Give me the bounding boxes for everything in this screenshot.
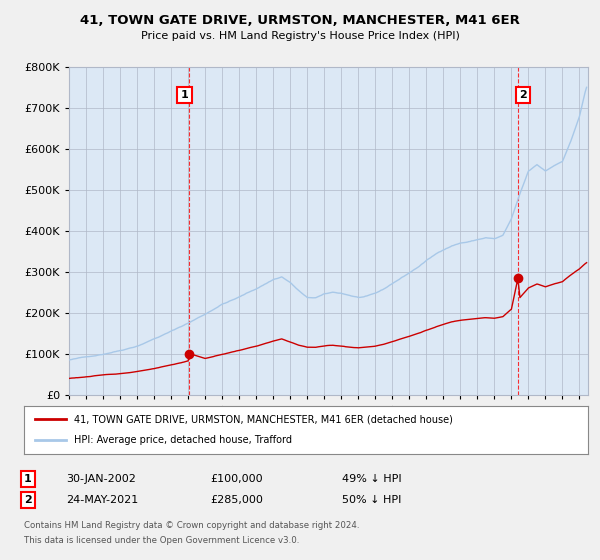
Text: 50% ↓ HPI: 50% ↓ HPI bbox=[342, 495, 401, 505]
Text: £100,000: £100,000 bbox=[210, 474, 263, 484]
Text: 30-JAN-2002: 30-JAN-2002 bbox=[66, 474, 136, 484]
Text: 2: 2 bbox=[519, 90, 527, 100]
Text: This data is licensed under the Open Government Licence v3.0.: This data is licensed under the Open Gov… bbox=[24, 536, 299, 545]
Text: 41, TOWN GATE DRIVE, URMSTON, MANCHESTER, M41 6ER (detached house): 41, TOWN GATE DRIVE, URMSTON, MANCHESTER… bbox=[74, 414, 452, 424]
Text: 2: 2 bbox=[24, 495, 32, 505]
Text: £285,000: £285,000 bbox=[210, 495, 263, 505]
Text: HPI: Average price, detached house, Trafford: HPI: Average price, detached house, Traf… bbox=[74, 435, 292, 445]
Text: Price paid vs. HM Land Registry's House Price Index (HPI): Price paid vs. HM Land Registry's House … bbox=[140, 31, 460, 41]
Text: 41, TOWN GATE DRIVE, URMSTON, MANCHESTER, M41 6ER: 41, TOWN GATE DRIVE, URMSTON, MANCHESTER… bbox=[80, 14, 520, 27]
Text: 1: 1 bbox=[181, 90, 188, 100]
Text: 49% ↓ HPI: 49% ↓ HPI bbox=[342, 474, 401, 484]
Text: Contains HM Land Registry data © Crown copyright and database right 2024.: Contains HM Land Registry data © Crown c… bbox=[24, 521, 359, 530]
Text: 1: 1 bbox=[24, 474, 32, 484]
Text: 24-MAY-2021: 24-MAY-2021 bbox=[66, 495, 138, 505]
